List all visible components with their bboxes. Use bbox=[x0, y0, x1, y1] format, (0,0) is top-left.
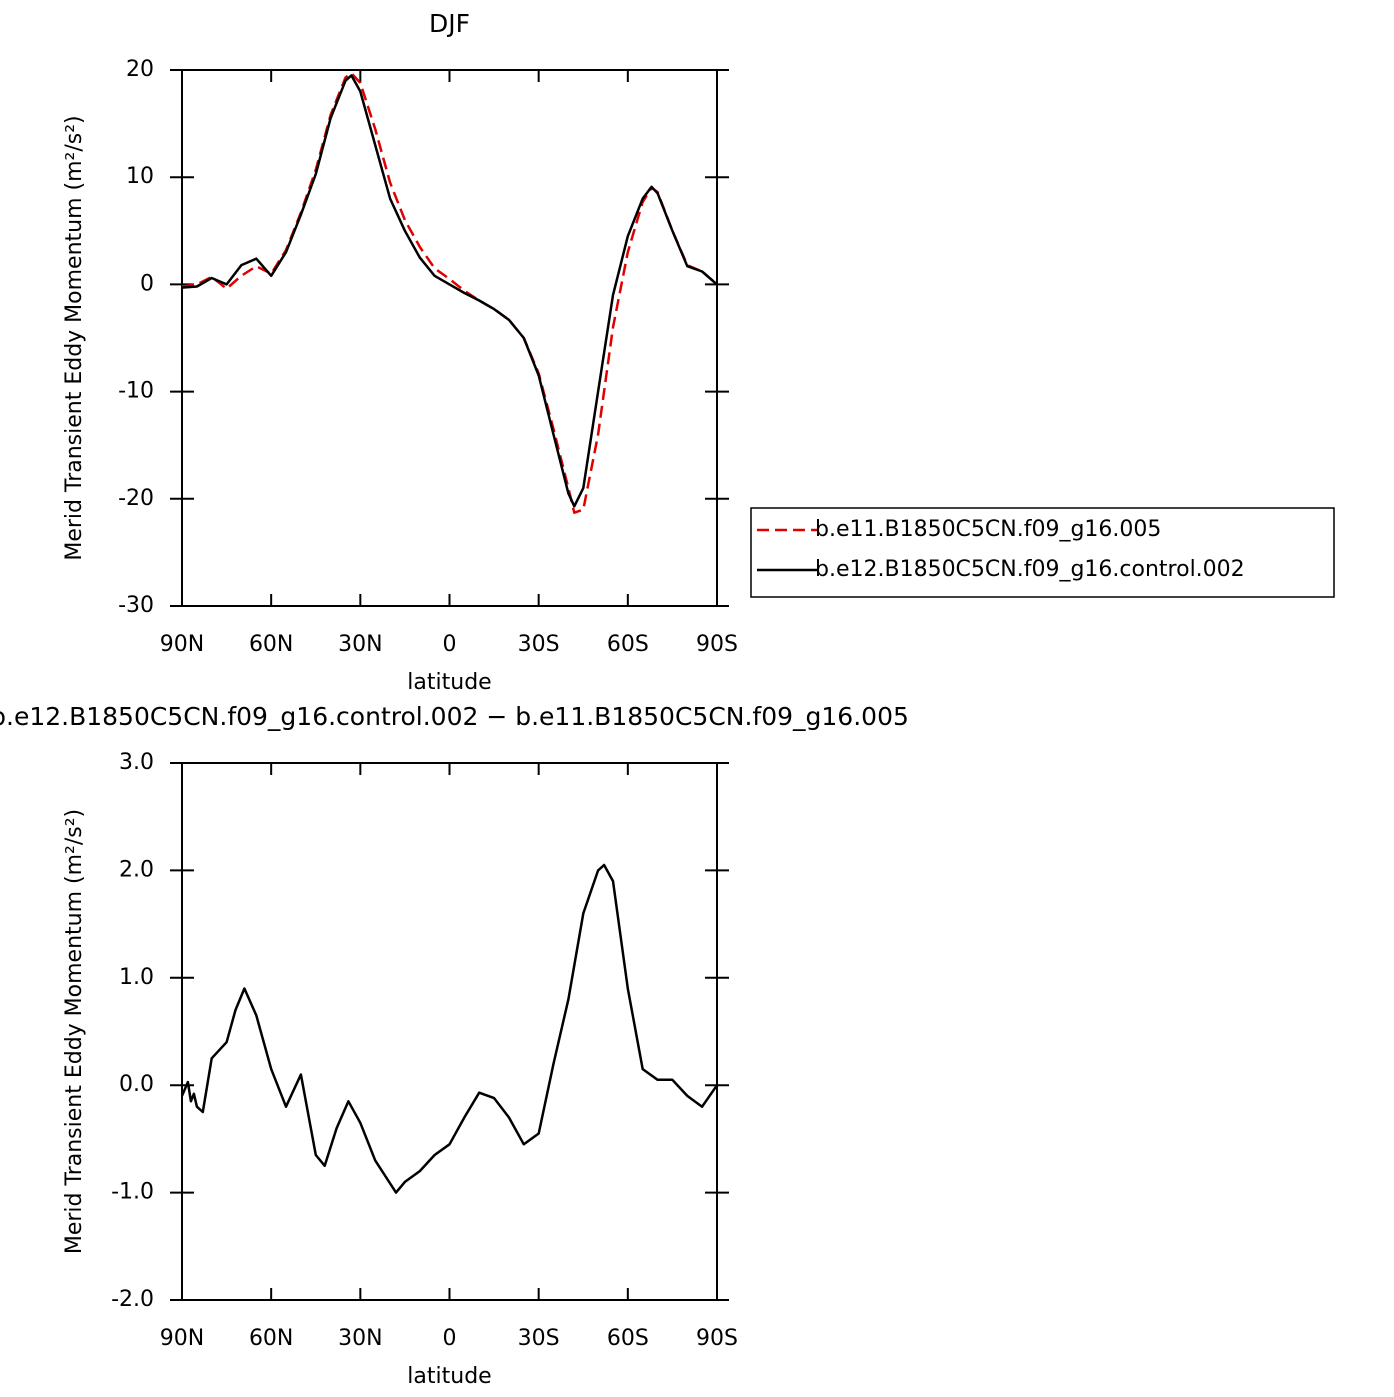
x-tick-label: 90N bbox=[160, 1326, 204, 1351]
x-tick-label: 60N bbox=[249, 1326, 293, 1351]
legend-box bbox=[750, 507, 1335, 598]
y-tick-label: 3.0 bbox=[119, 750, 154, 775]
y-tick-label: 0.0 bbox=[119, 1072, 154, 1097]
plot-frame bbox=[181, 762, 718, 1301]
x-tick-label: 90S bbox=[696, 632, 738, 657]
y-tick-label: 2.0 bbox=[119, 857, 154, 882]
series-line bbox=[181, 74, 718, 508]
y-tick-label: 1.0 bbox=[119, 965, 154, 990]
y-tick-label: -30 bbox=[118, 593, 154, 618]
y-axis-label: Merid Transient Eddy Momentum (m²/s²) bbox=[62, 115, 87, 560]
x-tick-label: 30N bbox=[338, 1326, 382, 1351]
y-tick-label: 0 bbox=[140, 271, 154, 296]
x-tick-label: 30S bbox=[518, 1326, 560, 1351]
chart-title: b.e12.B1850C5CN.f09_g16.control.002 − b.… bbox=[0, 702, 909, 731]
legend-label: b.e11.B1850C5CN.f09_g16.005 bbox=[815, 517, 1161, 542]
x-tick-label: 60S bbox=[607, 1326, 649, 1351]
plot-frame bbox=[181, 69, 718, 607]
x-tick-label: 30N bbox=[338, 632, 382, 657]
x-tick-label: 0 bbox=[443, 1326, 457, 1351]
y-tick-label: 20 bbox=[126, 57, 154, 82]
x-tick-label: 0 bbox=[443, 632, 457, 657]
y-tick-label: -20 bbox=[118, 486, 154, 511]
x-tick-label: 90S bbox=[696, 1326, 738, 1351]
y-tick-label: 10 bbox=[126, 164, 154, 189]
x-axis-label: latitude bbox=[407, 1364, 491, 1389]
x-tick-label: 90N bbox=[160, 632, 204, 657]
y-axis-label: Merid Transient Eddy Momentum (m²/s²) bbox=[62, 809, 87, 1254]
chart-title: DJF bbox=[429, 9, 470, 38]
x-axis-label: latitude bbox=[407, 670, 491, 695]
y-tick-label: -1.0 bbox=[111, 1180, 154, 1205]
series-line bbox=[180, 863, 719, 1194]
x-tick-label: 30S bbox=[518, 632, 560, 657]
x-tick-label: 60S bbox=[607, 632, 649, 657]
series-line bbox=[181, 71, 718, 514]
x-tick-label: 60N bbox=[249, 632, 293, 657]
legend-label: b.e12.B1850C5CN.f09_g16.control.002 bbox=[815, 557, 1245, 582]
y-tick-label: -10 bbox=[118, 379, 154, 404]
y-tick-label: -2.0 bbox=[111, 1287, 154, 1312]
